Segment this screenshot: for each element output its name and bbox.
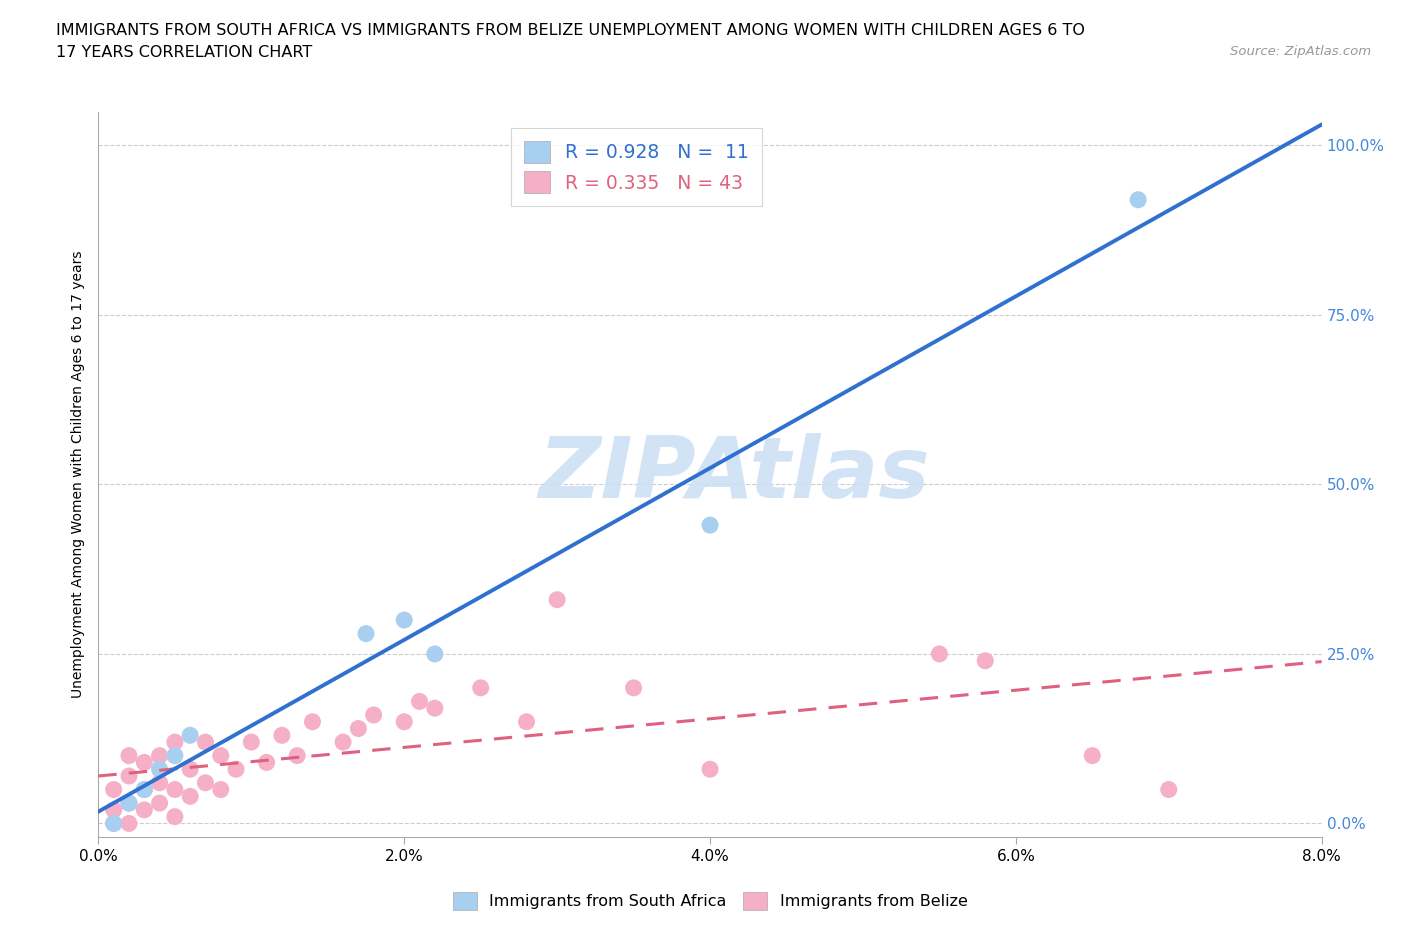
Point [623, 681, 645, 696]
Point [392, 613, 416, 628]
Text: Source: ZipAtlas.com: Source: ZipAtlas.com [1230, 45, 1371, 58]
Point [179, 762, 201, 777]
Point [163, 809, 186, 824]
Point [134, 755, 156, 770]
Point [1081, 749, 1104, 764]
Point [392, 714, 416, 729]
Point [209, 749, 232, 764]
Point [149, 749, 172, 764]
Point [928, 646, 950, 661]
Point [163, 749, 186, 764]
Point [270, 728, 294, 743]
Point [408, 694, 430, 709]
Point [423, 646, 446, 661]
Point [256, 755, 278, 770]
Point [699, 762, 721, 777]
Point [699, 518, 721, 533]
Point [179, 789, 201, 804]
Point [149, 762, 172, 777]
Point [149, 796, 172, 811]
Point [179, 728, 201, 743]
Point [118, 768, 141, 783]
Point [103, 816, 125, 830]
Point [1128, 193, 1150, 207]
Point [103, 782, 125, 797]
Text: IMMIGRANTS FROM SOUTH AFRICA VS IMMIGRANTS FROM BELIZE UNEMPLOYMENT AMONG WOMEN : IMMIGRANTS FROM SOUTH AFRICA VS IMMIGRAN… [56, 23, 1085, 38]
Point [118, 816, 141, 830]
Point [134, 782, 156, 797]
Point [163, 782, 186, 797]
Point [103, 803, 125, 817]
Legend: Immigrants from South Africa, Immigrants from Belize: Immigrants from South Africa, Immigrants… [446, 886, 974, 916]
Point [240, 735, 263, 750]
Point [134, 803, 156, 817]
Point [149, 776, 172, 790]
Point [546, 592, 568, 607]
Point [118, 796, 141, 811]
Point [516, 714, 538, 729]
Point [225, 762, 247, 777]
Point [118, 796, 141, 811]
Point [470, 681, 492, 696]
Point [347, 721, 370, 736]
Point [974, 653, 997, 668]
Point [332, 735, 354, 750]
Point [363, 708, 385, 723]
Point [423, 700, 446, 715]
Point [103, 816, 125, 830]
Point [301, 714, 323, 729]
Point [134, 782, 156, 797]
Text: ZIPAtlas: ZIPAtlas [538, 432, 931, 516]
Point [354, 626, 377, 641]
Point [163, 735, 186, 750]
Y-axis label: Unemployment Among Women with Children Ages 6 to 17 years: Unemployment Among Women with Children A… [70, 250, 84, 698]
Point [285, 749, 308, 764]
Point [194, 735, 217, 750]
Point [194, 776, 217, 790]
Point [1157, 782, 1180, 797]
Point [118, 749, 141, 764]
Point [209, 782, 232, 797]
Text: 17 YEARS CORRELATION CHART: 17 YEARS CORRELATION CHART [56, 45, 312, 60]
